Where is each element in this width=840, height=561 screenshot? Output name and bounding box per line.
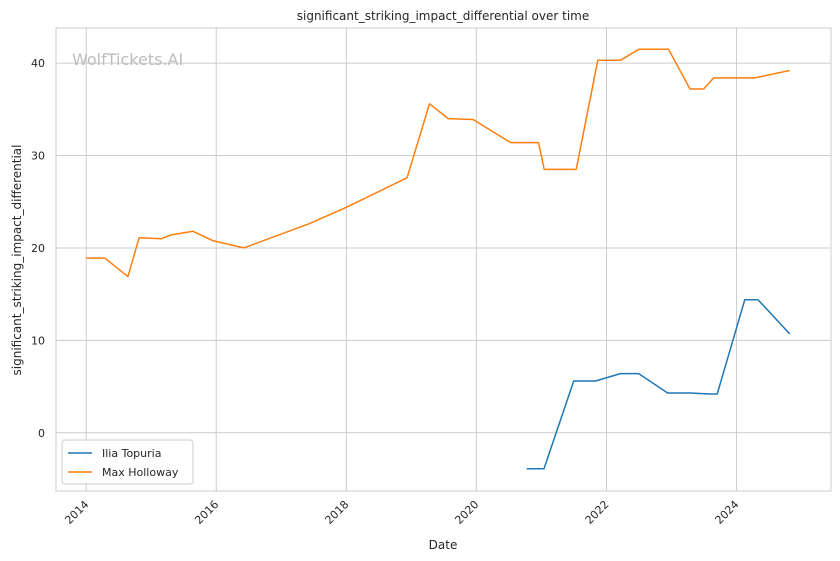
y-tick-label: 10 (31, 334, 45, 347)
series-line-max-holloway (86, 48, 790, 278)
legend-label-ilia-topuria: Ilia Topuria (102, 447, 161, 460)
chart-title: significant_striking_impact_differential… (297, 9, 589, 23)
grid (56, 28, 831, 491)
y-axis-label: significant_striking_impact_differential (10, 145, 24, 376)
series-line-ilia-topuria (526, 298, 791, 470)
x-axis-label: Date (429, 538, 458, 552)
series-lines (86, 48, 791, 470)
legend-label-max-holloway: Max Holloway (102, 466, 179, 479)
plot-frame (55, 27, 832, 492)
y-tick-labels: 0 10 20 30 40 (31, 57, 45, 440)
y-tick-label: 0 (38, 427, 45, 440)
y-tick-label: 40 (31, 57, 45, 70)
watermark: WolfTickets.AI (72, 50, 183, 69)
y-tick-label: 20 (31, 242, 45, 255)
legend: Ilia Topuria Max Holloway (61, 439, 194, 485)
y-tick-label: 30 (31, 150, 45, 163)
legend-box (61, 439, 194, 485)
